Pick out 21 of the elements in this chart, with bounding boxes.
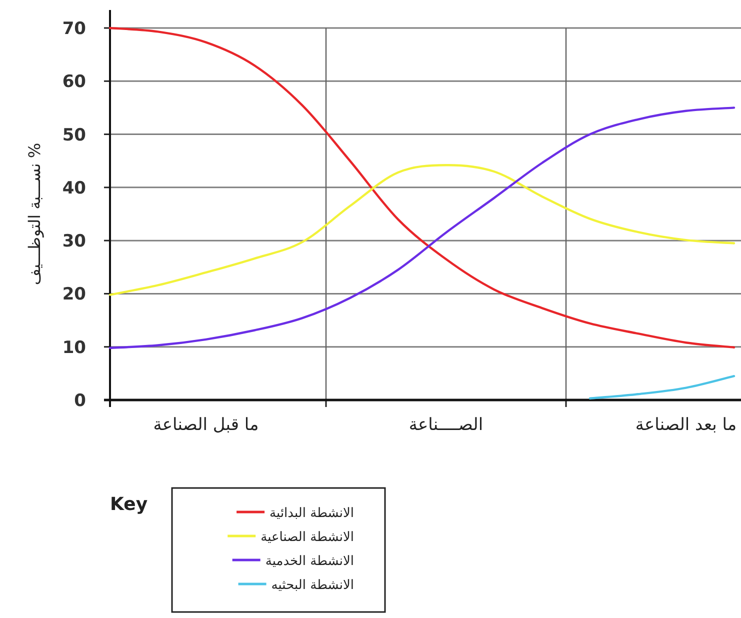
line-series <box>588 374 736 400</box>
y-tick-label: 0 <box>74 391 86 411</box>
legend-label: الانشطة البدائية <box>270 506 354 521</box>
legend-label: الانشطة الصناعية <box>260 530 354 545</box>
y-tick-label: 20 <box>62 284 86 305</box>
y-tick-label: 50 <box>62 125 86 146</box>
y-tick-label: 10 <box>62 338 86 358</box>
y-tick-label: 60 <box>62 72 86 92</box>
line-series <box>108 164 736 296</box>
y-tick-label: 70 <box>62 19 86 39</box>
x-tick-label: ما قبل الصناعة <box>153 415 259 435</box>
line-series <box>108 106 736 350</box>
x-tick-label: الصــــناعة <box>408 415 484 435</box>
y-axis-title: % نســـبة التوظـــيف <box>25 142 44 286</box>
legend-title: Key <box>110 494 148 515</box>
x-tick-label: ما بعد الصناعة <box>635 415 737 435</box>
y-tick-label: 40 <box>62 178 86 198</box>
legend-label: الانشطة الخدمية <box>265 554 354 569</box>
legend-label: الانشطة البحثيه <box>271 578 354 593</box>
line-series <box>108 26 736 348</box>
y-tick-label: 30 <box>62 232 86 252</box>
